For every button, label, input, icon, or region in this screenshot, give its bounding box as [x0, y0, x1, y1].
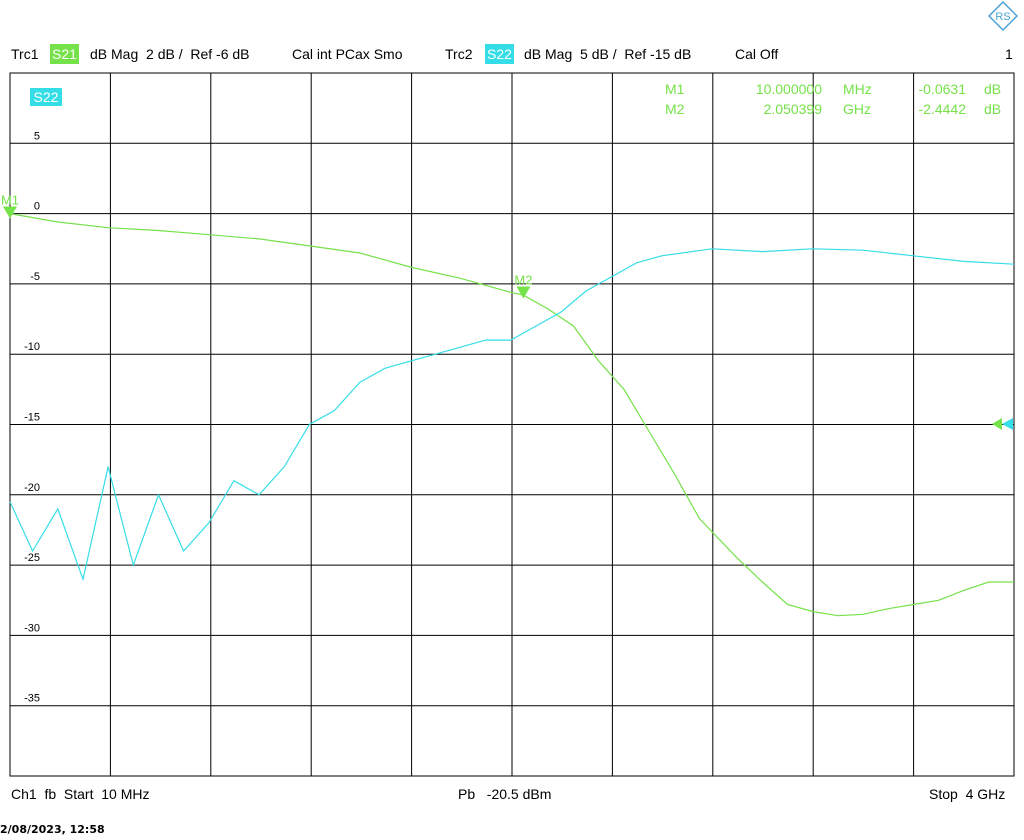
- channel-stop[interactable]: Stop 4 GHz: [929, 786, 1006, 802]
- m2-freq-unit: GHz: [843, 101, 871, 117]
- channel-start[interactable]: Ch1 fb Start 10 MHz: [11, 786, 150, 802]
- y-tick-label: -5: [30, 271, 40, 283]
- trace-s22: [9, 248, 1015, 582]
- s22-trace-label: S22: [34, 89, 59, 105]
- m2-unit: dB: [984, 101, 1001, 117]
- m1-unit: dB: [984, 81, 1001, 97]
- traces: [9, 213, 1015, 617]
- trace1-cal: Cal int PCax Smo: [292, 46, 403, 62]
- ref-level-arrows: [992, 418, 1013, 430]
- svg-text:RS: RS: [995, 11, 1010, 23]
- trace2-cal: Cal Off: [735, 46, 779, 62]
- m1-value: -0.0631: [919, 81, 967, 97]
- s22-label-box: S22: [30, 88, 62, 106]
- source-power[interactable]: Pb -20.5 dBm: [458, 786, 552, 802]
- trace2-format[interactable]: dB Mag 5 dB / Ref -15 dB: [524, 46, 692, 62]
- y-tick-label: -35: [24, 693, 40, 705]
- marker-m2-symbol: [516, 286, 531, 299]
- m1-freq-unit: MHz: [843, 81, 872, 97]
- trace2-param[interactable]: S22: [485, 44, 514, 64]
- marker-m2-label: M2: [514, 272, 532, 287]
- m2-freq: 2.050399: [764, 101, 823, 117]
- trace2-label[interactable]: Trc2: [445, 46, 473, 62]
- m1-freq: 10.000000: [756, 81, 822, 97]
- marker-m1-symbol: [3, 206, 17, 219]
- markers: M1 M2: [1, 192, 532, 299]
- marker-m1-label: M1: [1, 192, 19, 207]
- s22-label-bg: [30, 88, 62, 106]
- s21-ref-arrow: [992, 418, 1002, 430]
- y-tick-label: -20: [24, 482, 40, 494]
- y-tick-label: 5: [34, 130, 40, 142]
- plot-grid: [9, 72, 1015, 777]
- s22-ref-arrow: [1002, 418, 1013, 430]
- marker-readout: M1 10.000000 MHz -0.0631 dB M2 2.050399 …: [665, 81, 1001, 117]
- m2-name: M2: [665, 101, 685, 117]
- timestamp: 2/08/2023, 12:58: [0, 823, 105, 836]
- y-tick-label: -15: [24, 412, 40, 424]
- y-tick-labels: 5 0 -5 -10 -15 -20 -25 -30 -35: [24, 130, 40, 704]
- y-tick-label: 0: [34, 201, 40, 213]
- y-tick-label: -25: [24, 552, 40, 564]
- y-tick-label: -30: [24, 622, 40, 634]
- m1-name: M1: [665, 81, 685, 97]
- window-number: 1: [1005, 46, 1013, 62]
- trace-s21: [9, 213, 1014, 617]
- m2-value: -2.4442: [919, 101, 967, 117]
- trace1-param[interactable]: S21: [50, 44, 79, 64]
- trace1-label[interactable]: Trc1: [11, 46, 39, 62]
- rohde-schwarz-logo-icon: RS: [987, 0, 1019, 37]
- trace1-format[interactable]: dB Mag 2 dB / Ref -6 dB: [90, 46, 250, 62]
- y-tick-label: -10: [24, 341, 40, 353]
